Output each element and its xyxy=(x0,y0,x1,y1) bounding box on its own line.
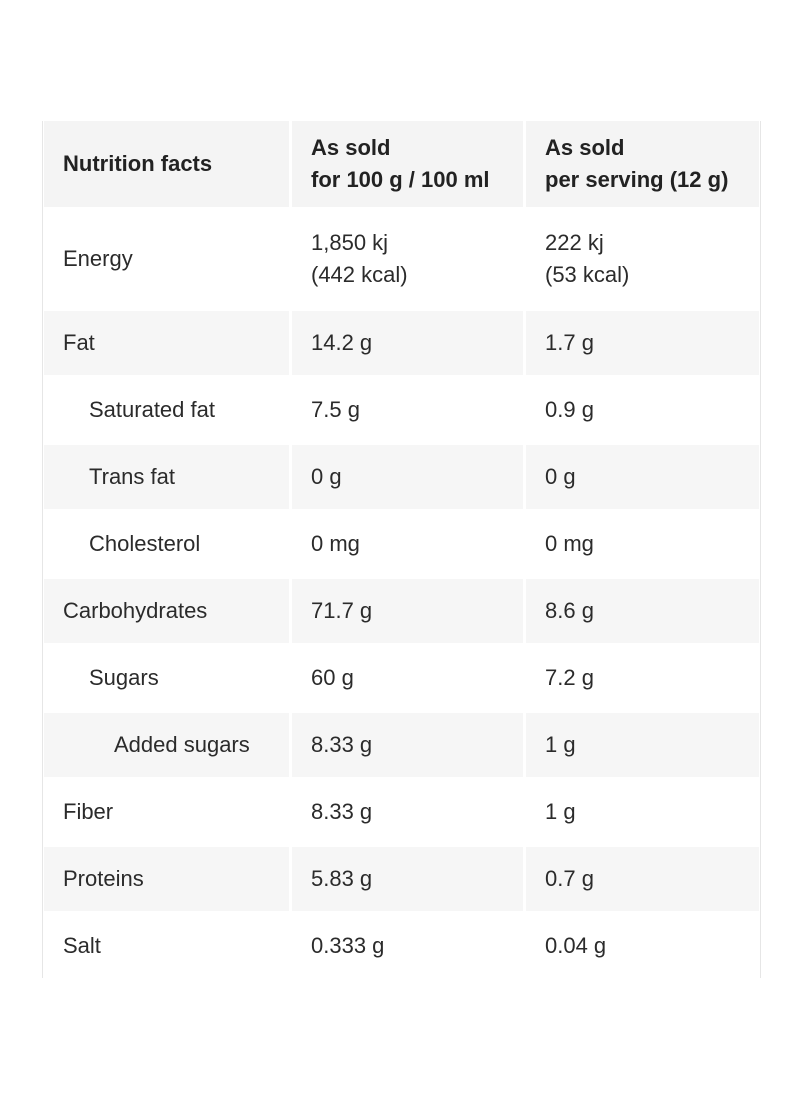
row-label: Sugars xyxy=(44,646,289,710)
header-per-serving-line1: As sold xyxy=(545,135,625,160)
row-label: Fat xyxy=(44,311,289,375)
header-per-serving-line2: per serving (12 g) xyxy=(545,167,729,192)
row-label: Saturated fat xyxy=(44,378,289,442)
value-per-100g: 0 g xyxy=(292,445,523,509)
row-label: Added sugars xyxy=(44,713,289,777)
table-row-saturated-fat: Saturated fat 7.5 g 0.9 g xyxy=(44,378,759,442)
row-label: Carbohydrates xyxy=(44,579,289,643)
table-row-fat: Fat 14.2 g 1.7 g xyxy=(44,311,759,375)
value-per-serving: 0.7 g xyxy=(526,847,759,911)
value-per-100g: 7.5 g xyxy=(292,378,523,442)
table-header-row: Nutrition facts As sold for 100 g / 100 … xyxy=(44,121,759,207)
nutrition-facts-table: Nutrition facts As sold for 100 g / 100 … xyxy=(41,118,762,981)
table-row-sugars: Sugars 60 g 7.2 g xyxy=(44,646,759,710)
header-per-serving: As sold per serving (12 g) xyxy=(526,121,759,207)
value-per-serving: 7.2 g xyxy=(526,646,759,710)
row-label: Fiber xyxy=(44,780,289,844)
value-per-100g: 71.7 g xyxy=(292,579,523,643)
table-row-added-sugars: Added sugars 8.33 g 1 g xyxy=(44,713,759,777)
energy-per-serving-kcal: (53 kcal) xyxy=(545,262,630,287)
table-row-cholesterol: Cholesterol 0 mg 0 mg xyxy=(44,512,759,576)
table-row-salt: Salt 0.333 g 0.04 g xyxy=(44,914,759,978)
value-per-serving: 0 g xyxy=(526,445,759,509)
table-row-energy: Energy 1,850 kj (442 kcal) 222 kj (53 kc… xyxy=(44,210,759,308)
table-row-carbohydrates: Carbohydrates 71.7 g 8.6 g xyxy=(44,579,759,643)
header-per-100g: As sold for 100 g / 100 ml xyxy=(292,121,523,207)
value-per-100g: 0.333 g xyxy=(292,914,523,978)
row-label: Proteins xyxy=(44,847,289,911)
energy-per-100g-kcal: (442 kcal) xyxy=(311,262,408,287)
energy-per-100g-kj: 1,850 kj xyxy=(311,230,389,255)
table-row-trans-fat: Trans fat 0 g 0 g xyxy=(44,445,759,509)
table-row-fiber: Fiber 8.33 g 1 g xyxy=(44,780,759,844)
header-nutrition-facts: Nutrition facts xyxy=(44,121,289,207)
row-label: Salt xyxy=(44,914,289,978)
header-per-100g-line2: for 100 g / 100 ml xyxy=(311,167,490,192)
value-per-100g: 60 g xyxy=(292,646,523,710)
row-label: Cholesterol xyxy=(44,512,289,576)
value-per-serving: 0.9 g xyxy=(526,378,759,442)
value-per-100g: 8.33 g xyxy=(292,780,523,844)
value-per-100g: 5.83 g xyxy=(292,847,523,911)
value-per-serving: 0 mg xyxy=(526,512,759,576)
table-row-proteins: Proteins 5.83 g 0.7 g xyxy=(44,847,759,911)
value-per-serving: 1 g xyxy=(526,713,759,777)
value-per-100g: 0 mg xyxy=(292,512,523,576)
header-per-100g-line1: As sold xyxy=(311,135,391,160)
value-per-serving: 1.7 g xyxy=(526,311,759,375)
value-per-100g: 14.2 g xyxy=(292,311,523,375)
energy-per-100g: 1,850 kj (442 kcal) xyxy=(292,210,523,308)
value-per-serving: 8.6 g xyxy=(526,579,759,643)
row-label: Energy xyxy=(44,210,289,308)
energy-per-serving-kj: 222 kj xyxy=(545,230,604,255)
row-label: Trans fat xyxy=(44,445,289,509)
value-per-serving: 1 g xyxy=(526,780,759,844)
value-per-serving: 0.04 g xyxy=(526,914,759,978)
table-frame xyxy=(42,121,761,978)
value-per-100g: 8.33 g xyxy=(292,713,523,777)
energy-per-serving: 222 kj (53 kcal) xyxy=(526,210,759,308)
